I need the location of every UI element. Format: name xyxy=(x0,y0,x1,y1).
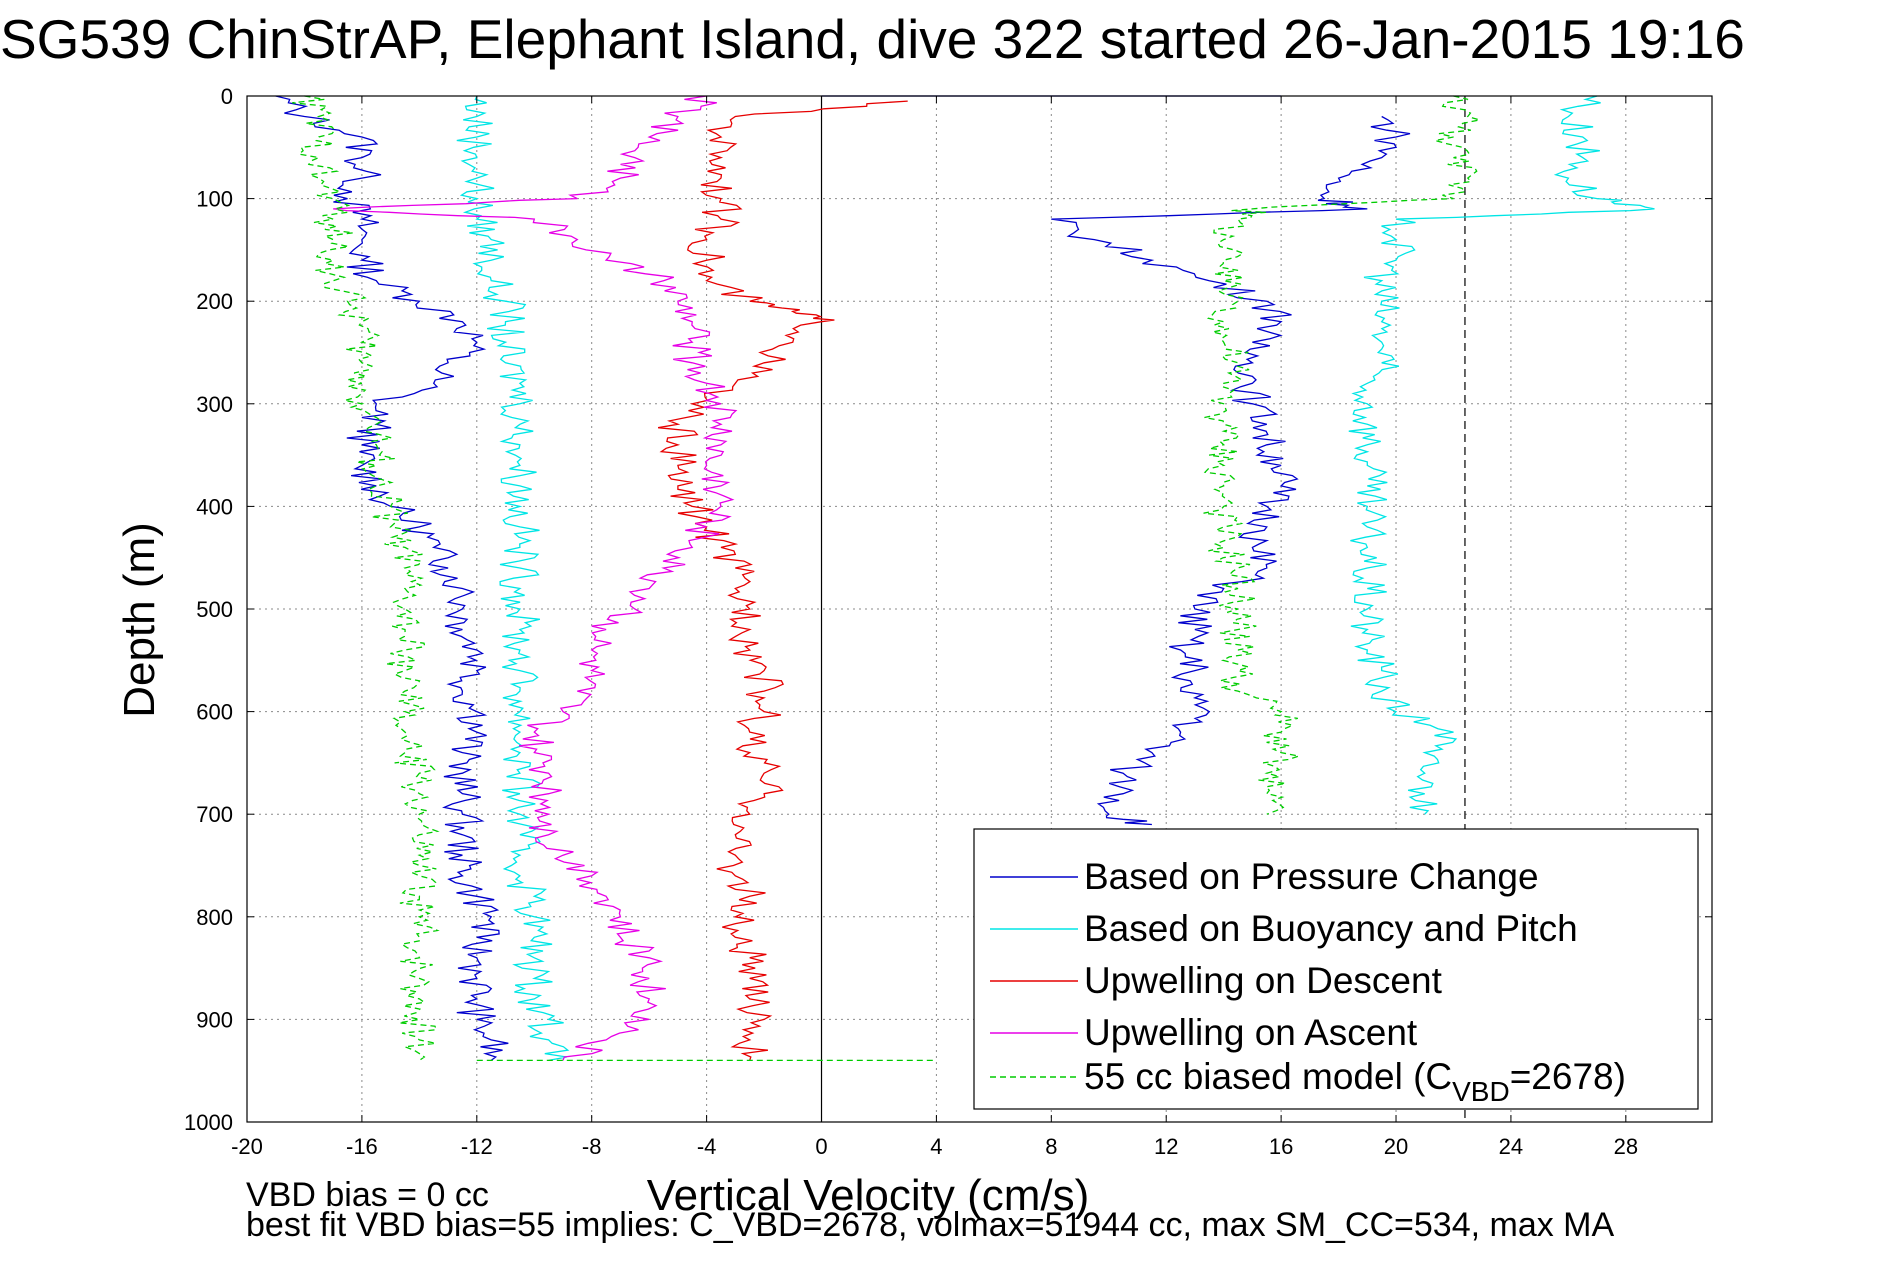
x-tick-label: 12 xyxy=(1154,1134,1178,1159)
series-line-model_up xyxy=(1203,95,1480,815)
legend-label: 55 cc biased model (CVBD=2678) xyxy=(1084,1056,1626,1107)
x-axis-ticks: -20 -16 -12 -8 -4 0 4 8 12 16 20 24 28 xyxy=(231,96,1638,1159)
y-tick-label: 600 xyxy=(196,700,233,725)
x-tick-label: 24 xyxy=(1499,1134,1523,1159)
chart-title: SG539 ChinStrAP, Elephant Island, dive 3… xyxy=(0,8,1745,70)
y-tick-label: 1000 xyxy=(184,1110,233,1135)
y-tick-label: 100 xyxy=(196,187,233,212)
legend-label: Based on Buoyancy and Pitch xyxy=(1084,908,1578,949)
footer-vbd-bias: VBD bias = 0 cc xyxy=(246,1176,489,1214)
y-tick-label: 500 xyxy=(196,597,233,622)
x-tick-label: 20 xyxy=(1384,1134,1408,1159)
y-tick-label: 800 xyxy=(196,905,233,930)
legend-box xyxy=(973,828,1699,1110)
x-tick-label: -16 xyxy=(346,1134,378,1159)
x-tick-label: 0 xyxy=(815,1134,827,1159)
x-tick-label: 8 xyxy=(1045,1134,1057,1159)
series-line-pressure_up xyxy=(1051,115,1411,826)
y-tick-label: 900 xyxy=(196,1007,233,1032)
x-axis-label: Vertical Velocity (cm/s) xyxy=(647,1171,1090,1220)
legend: Based on Pressure Change Based on Buoyanc… xyxy=(973,828,1699,1110)
y-tick-label: 700 xyxy=(196,802,233,827)
x-tick-label: 28 xyxy=(1614,1134,1638,1159)
x-tick-label: 4 xyxy=(930,1134,942,1159)
y-tick-label: 400 xyxy=(196,494,233,519)
y-tick-label: 0 xyxy=(221,84,233,109)
series-line-buoyancy_up xyxy=(1348,95,1655,815)
y-axis-label: Depth (m) xyxy=(115,522,164,718)
x-tick-label: -12 xyxy=(461,1134,493,1159)
x-tick-label: -4 xyxy=(697,1134,717,1159)
y-tick-label: 200 xyxy=(196,289,233,314)
series-line-pressure_down xyxy=(275,95,509,1061)
legend-label: Upwelling on Ascent xyxy=(1084,1012,1418,1053)
series-line-model_down xyxy=(292,95,440,1061)
series-line-upwelling_ascent xyxy=(333,95,738,1061)
x-tick-label: -20 xyxy=(231,1134,263,1159)
y-axis-ticks: 0 100 200 300 400 500 600 700 800 900 1000 xyxy=(184,84,1712,1135)
x-tick-label: 16 xyxy=(1269,1134,1293,1159)
footer-best-fit: best fit VBD bias=55 implies: C_VBD=2678… xyxy=(246,1206,1615,1244)
legend-label: Upwelling on Descent xyxy=(1084,960,1443,1001)
x-tick-label: -8 xyxy=(582,1134,602,1159)
legend-label: Based on Pressure Change xyxy=(1084,856,1539,897)
series-line-buoyancy_down xyxy=(456,95,570,1062)
reference-lines xyxy=(820,96,1466,1122)
series-line-upwelling_descent xyxy=(657,100,908,1061)
y-tick-label: 300 xyxy=(196,392,233,417)
